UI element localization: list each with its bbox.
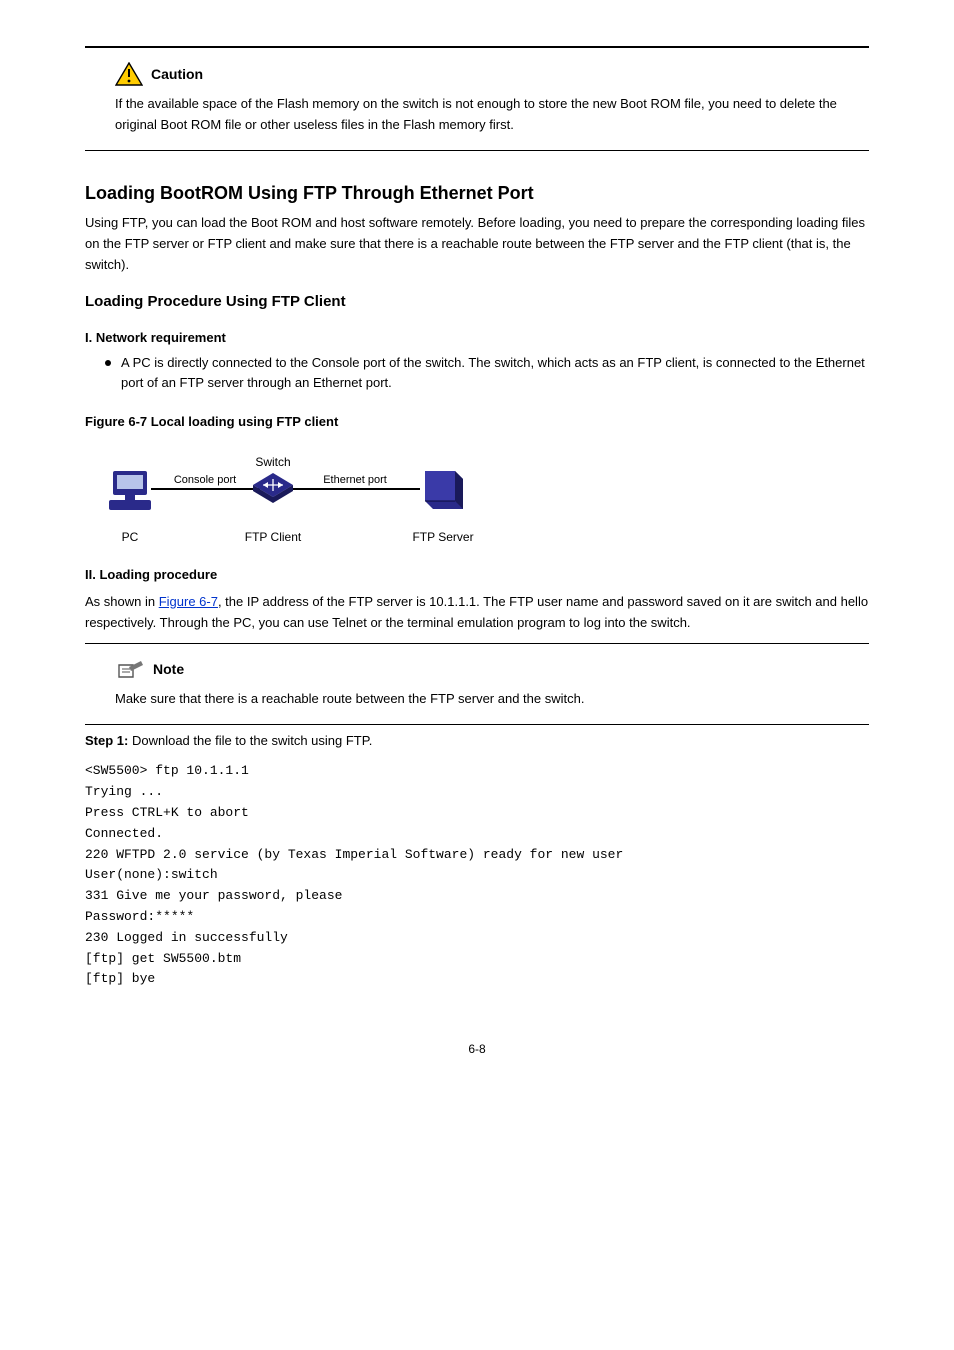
cmd-line: Trying ... bbox=[85, 782, 869, 803]
pc-icon bbox=[109, 471, 151, 510]
console-port-label: Console port bbox=[174, 474, 236, 486]
network-requirement-text: A PC is directly connected to the Consol… bbox=[121, 353, 869, 395]
warning-triangle-icon bbox=[115, 62, 143, 86]
page-number: 6-8 bbox=[85, 1040, 869, 1059]
para-prefix: As shown in bbox=[85, 594, 159, 609]
cmd-line: [ftp] bye bbox=[85, 969, 869, 990]
cmd-line: 230 Logged in successfully bbox=[85, 928, 869, 949]
rule-after-caution bbox=[85, 150, 869, 151]
network-diagram: PC Console port Switch FTP Client Ethern… bbox=[105, 441, 869, 551]
cmd-line: Press CTRL+K to abort bbox=[85, 803, 869, 824]
caution-body: If the available space of the Flash memo… bbox=[115, 94, 869, 136]
figure-caption: Figure 6-7 Local loading using FTP clien… bbox=[85, 412, 869, 433]
rule-before-note bbox=[85, 643, 869, 644]
network-requirement-bullet: A PC is directly connected to the Consol… bbox=[105, 353, 869, 395]
pc-label: PC bbox=[122, 530, 139, 544]
note-pencil-icon bbox=[115, 659, 145, 681]
switch-icon bbox=[253, 473, 293, 503]
loading-procedure-heading: II. Loading procedure bbox=[85, 565, 869, 586]
cmd-line: 331 Give me your password, please bbox=[85, 886, 869, 907]
terminal-output: <SW5500> ftp 10.1.1.1 Trying ... Press C… bbox=[85, 761, 869, 990]
note-callout-header: Note bbox=[115, 658, 869, 680]
ftp-server-label: FTP Server bbox=[412, 530, 473, 544]
ftp-client-label: FTP Client bbox=[245, 530, 302, 544]
note-title: Note bbox=[153, 658, 184, 680]
step1-label: Step 1: bbox=[85, 733, 128, 748]
switch-label-top: Switch bbox=[255, 455, 290, 469]
cmd-line: 220 WFTPD 2.0 service (by Texas Imperial… bbox=[85, 845, 869, 866]
ftp-section-heading: Loading BootROM Using FTP Through Ethern… bbox=[85, 179, 869, 208]
cmd-line: Connected. bbox=[85, 824, 869, 845]
rule-top bbox=[85, 46, 869, 48]
cmd-line: User(none):switch bbox=[85, 865, 869, 886]
rule-after-note bbox=[85, 724, 869, 725]
cmd-line: [ftp] get SW5500.btm bbox=[85, 949, 869, 970]
note-body: Make sure that there is a reachable rout… bbox=[115, 689, 869, 710]
step1-body: Download the file to the switch using FT… bbox=[132, 733, 372, 748]
ftp-client-subheading: Loading Procedure Using FTP Client bbox=[85, 290, 869, 314]
bullet-icon bbox=[105, 360, 111, 366]
network-requirement-heading: I. Network requirement bbox=[85, 328, 869, 349]
caution-callout-header: Caution bbox=[115, 62, 869, 86]
cmd-line: Password:***** bbox=[85, 907, 869, 928]
figure-link[interactable]: Figure 6-7 bbox=[159, 594, 218, 609]
step1: Step 1: Download the file to the switch … bbox=[85, 731, 869, 752]
caution-title: Caution bbox=[151, 63, 203, 85]
server-icon bbox=[425, 471, 463, 509]
ethernet-port-label: Ethernet port bbox=[323, 474, 387, 486]
loading-procedure-paragraph: As shown in Figure 6-7, the IP address o… bbox=[85, 592, 869, 634]
cmd-line: <SW5500> ftp 10.1.1.1 bbox=[85, 761, 869, 782]
ftp-intro-paragraph: Using FTP, you can load the Boot ROM and… bbox=[85, 213, 869, 275]
